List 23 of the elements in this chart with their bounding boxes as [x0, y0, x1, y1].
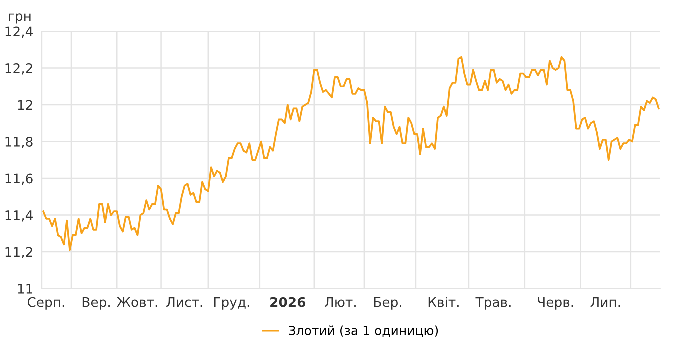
line-series [42, 56, 660, 252]
y-tick-label: 12,4 [6, 26, 33, 38]
x-tick-label: Жовт. [117, 297, 158, 308]
x-tick-label: Бер. [374, 297, 402, 310]
x-tick-label: Вер. [82, 297, 110, 310]
x-tick-label: Трав. [476, 297, 511, 310]
x-tick-label: Черв. [538, 297, 574, 310]
x-tick-label: Груд. [214, 297, 250, 310]
x-tick-label: 2026 [270, 297, 306, 308]
legend-label: Злотий (за 1 одиницю) [289, 326, 438, 337]
y-tick-label: 11,6 [6, 174, 33, 186]
y-tick-label: 11,2 [6, 247, 32, 259]
x-tick-label: Квіт. [428, 297, 459, 308]
y-tick-label: 12 [18, 100, 32, 110]
x-tick-label: Лип. [590, 297, 620, 308]
y-tick-label: 11 [18, 284, 32, 294]
x-tick-label: Серп. [28, 297, 64, 310]
y-tick-label: 12,2 [6, 63, 32, 75]
y-tick-label: 11,8 [6, 136, 33, 148]
y-tick-label: 11,4 [6, 210, 33, 222]
y-axis-title: грн [9, 14, 31, 24]
x-tick-label: Лют. [324, 297, 356, 308]
x-tick-label: Лист. [166, 297, 202, 308]
